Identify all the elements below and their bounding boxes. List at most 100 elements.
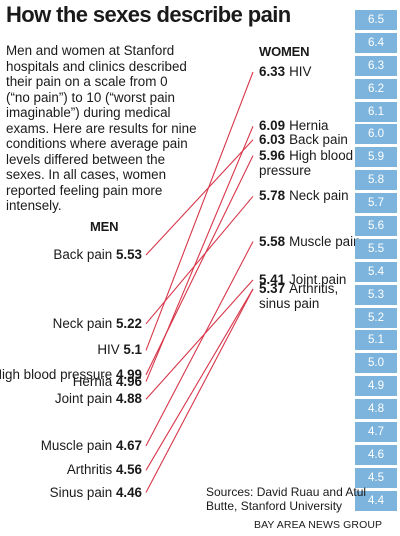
women-value: 6.03	[259, 131, 286, 147]
women-condition: Arthritis,	[289, 280, 339, 296]
sources-line: Butte, Stanford University	[206, 499, 343, 513]
intro-line: levels differed between the	[6, 151, 166, 167]
pain-scale-bar: 6.5 6.4 6.3 6.2 6.1 6.0 5.9 5.8 5.7 5.6 5.5 5.4 5.3 5…	[355, 10, 397, 514]
women-value: 6.33	[259, 64, 286, 79]
women-label: 6.33 HIV	[259, 64, 311, 79]
women-value: 5.37	[259, 280, 286, 296]
scale-tick: 5.4	[355, 261, 397, 282]
men-condition: Neck pain	[52, 315, 116, 331]
men-condition: Joint pain	[54, 391, 116, 407]
scale-tick: 6.4	[355, 32, 397, 53]
slope-line	[145, 279, 254, 400]
scale-tick: 5.7	[355, 193, 397, 214]
women-condition: Muscle pain	[289, 233, 361, 249]
women-label: 5.78 Neck pain	[259, 188, 349, 203]
men-condition: Muscle pain	[40, 437, 116, 453]
scale-tick: 6.2	[355, 78, 397, 99]
women-label: 5.41 Joint pain	[259, 272, 346, 287]
men-label: Neck pain 5.22	[53, 316, 142, 332]
sources-line: Sources: David Ruau and Atul	[206, 485, 367, 499]
scale-tick: 5.9	[355, 147, 397, 168]
women-condition: pressure	[259, 162, 312, 178]
men-label: Back pain 5.53	[53, 247, 142, 263]
scale-tick: 5.1	[355, 330, 397, 351]
women-condition: Joint pain	[289, 271, 347, 287]
women-label: 6.09 Hernia	[259, 118, 329, 133]
men-label: High blood pressure 4.99	[0, 367, 142, 383]
men-label: Hernia 4.96	[73, 374, 142, 390]
men-value: 4.46	[115, 484, 142, 500]
men-header: MEN	[90, 219, 119, 234]
men-value: 4.67	[115, 437, 142, 453]
women-value: 6.09	[259, 118, 286, 134]
intro-text: Men and women at Stanford hospitals and c…	[6, 43, 211, 214]
scale-tick: 5.5	[355, 238, 397, 259]
intro-line: Men and women at Stanford	[6, 43, 175, 58]
intro-line: hospitals and clinics described	[6, 58, 187, 74]
men-value: 4.56	[115, 462, 142, 478]
slope-line	[145, 288, 254, 471]
men-label: Arthritis 4.56	[67, 462, 142, 478]
scale-tick: 4.8	[355, 399, 397, 420]
women-value: 5.41	[259, 271, 286, 287]
intro-line: conditions where average pain	[6, 136, 188, 151]
intro-line: exams. Here are results for nine	[6, 120, 197, 136]
men-label: Sinus pain 4.46	[50, 485, 142, 501]
men-condition: High blood pressure	[0, 366, 116, 382]
intro-line: (“no pain”) to 10 (“worst pain	[6, 89, 175, 105]
scale-tick: 6.3	[355, 55, 397, 76]
men-condition: Sinus pain	[49, 484, 116, 500]
women-condition: High blood	[289, 147, 354, 163]
women-value: 5.96	[259, 147, 286, 163]
slope-line	[145, 155, 254, 376]
men-condition: HIV	[97, 342, 124, 358]
men-value: 5.1	[123, 342, 142, 358]
scale-tick: 6.1	[355, 101, 397, 122]
men-value: 5.53	[115, 247, 142, 262]
slope-line	[145, 241, 254, 447]
scale-tick: 6.0	[355, 124, 397, 145]
scale-tick: 5.8	[355, 170, 397, 191]
scale-tick: 5.6	[355, 216, 397, 237]
women-condition: Hernia	[289, 118, 329, 134]
women-label: 5.58 Muscle pain	[259, 234, 361, 249]
women-condition: Back pain	[289, 131, 348, 147]
women-label: 5.37 Arthritis, sinus pain	[259, 281, 338, 311]
women-condition: HIV	[289, 64, 312, 79]
chart-title: How the sexes describe pain	[6, 2, 291, 27]
scale-tick: 5.2	[355, 307, 397, 328]
slope-line	[145, 71, 254, 351]
intro-line: sexes. In all cases, women	[6, 167, 167, 182]
scale-tick: 4.4	[355, 490, 397, 511]
intro-line: reported feeling pain more	[6, 182, 163, 198]
men-condition: Hernia	[72, 373, 116, 389]
scale-tick: 5.3	[355, 284, 397, 305]
slope-line	[145, 139, 254, 256]
men-label: Joint pain 4.88	[55, 391, 142, 407]
intro-line: intensely.	[6, 198, 62, 213]
men-value: 4.96	[115, 373, 142, 389]
scale-tick: 4.6	[355, 444, 397, 465]
sources-note: Sources: David Ruau and Atul Butte, Stanf…	[206, 485, 366, 513]
women-label: 5.96 High blood pressure	[259, 148, 353, 178]
men-label: Muscle pain 4.67	[41, 438, 142, 454]
men-value: 4.88	[115, 391, 142, 407]
scale-tick: 4.5	[355, 467, 397, 488]
scale-tick: 4.9	[355, 376, 397, 397]
men-label: HIV 5.1	[97, 342, 142, 358]
slope-line	[145, 288, 254, 493]
women-label: 6.03 Back pain	[259, 132, 348, 147]
men-value: 4.99	[115, 366, 142, 382]
women-value: 5.58	[259, 233, 286, 249]
credit-line: BAY AREA NEWS GROUP	[254, 519, 383, 531]
men-condition: Arthritis	[66, 462, 116, 478]
scale-tick: 6.5	[355, 10, 397, 30]
women-header: WOMEN	[259, 44, 310, 59]
women-condition: Neck pain	[289, 188, 349, 204]
women-condition: sinus pain	[259, 295, 320, 311]
scale-tick: 5.0	[355, 353, 397, 374]
women-value: 5.78	[259, 188, 286, 204]
intro-line: imaginable”) during medical	[6, 105, 171, 120]
slope-line	[145, 195, 254, 325]
